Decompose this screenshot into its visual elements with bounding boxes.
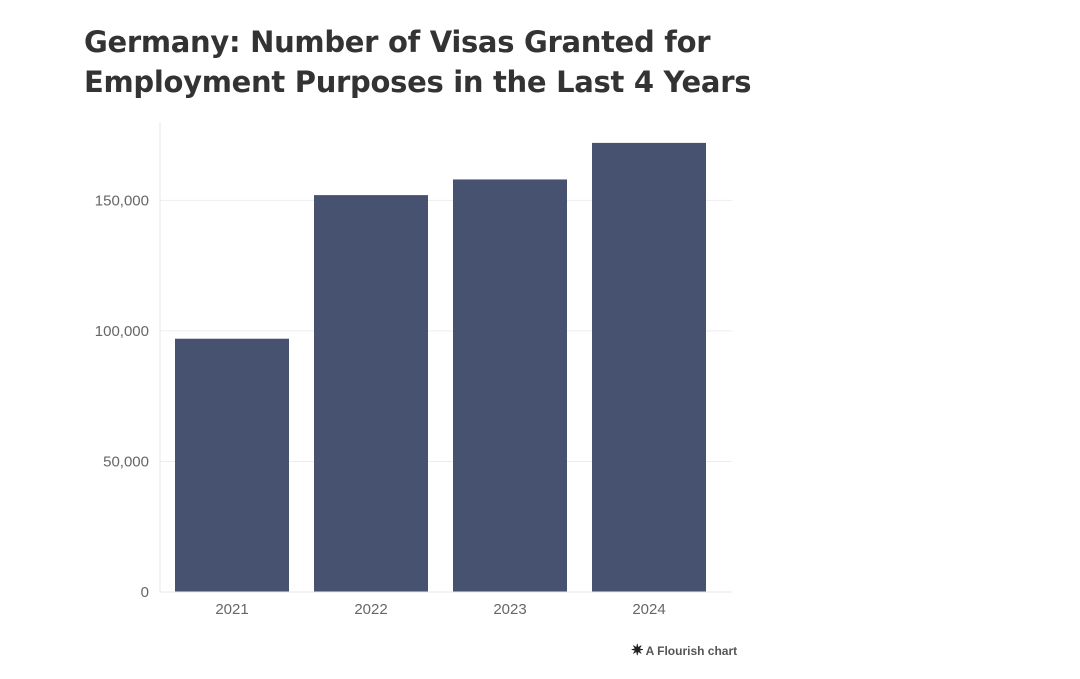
y-tick-label: 50,000 [103,453,149,470]
y-tick-label: 150,000 [95,192,149,209]
x-tick-label: 2024 [632,601,665,618]
y-tick-label: 100,000 [95,323,149,340]
flourish-credit[interactable]: ✷ A Flourish chart [631,643,737,658]
bar [314,195,428,592]
x-tick-label: 2022 [354,601,387,618]
x-tick-label: 2023 [493,601,526,618]
bar [453,179,567,592]
x-tick-label: 2021 [215,601,248,618]
bar [592,142,706,592]
bar [175,338,289,592]
chart-title: Germany: Number of Visas Granted for Emp… [84,22,804,102]
credit-text: A Flourish chart [645,643,738,658]
chart-title-line-2: Employment Purposes in the Last 4 Years [84,65,752,99]
chart-title-line-1: Germany: Number of Visas Granted for [84,25,711,59]
y-tick-label: 0 [141,584,149,601]
flourish-icon: ✷ [631,642,644,659]
